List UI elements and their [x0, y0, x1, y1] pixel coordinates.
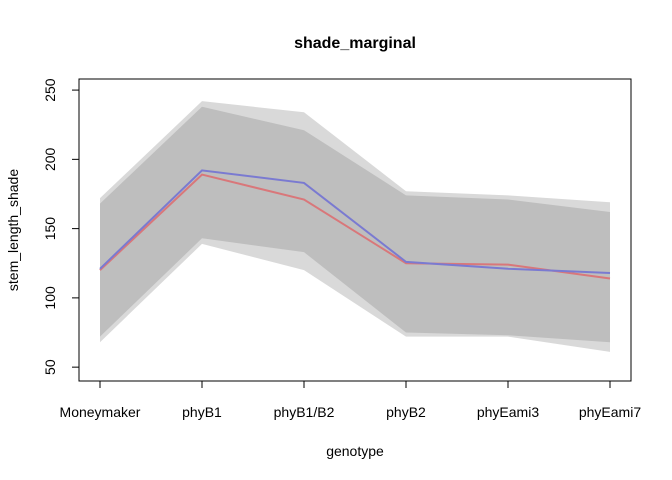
- band-1: [100, 106, 610, 343]
- y-tick-label: 150: [42, 217, 58, 241]
- confidence-bands: [100, 101, 610, 352]
- x-tick-label: phyEami7: [579, 404, 641, 420]
- x-tick-label: Moneymaker: [60, 404, 141, 420]
- x-tick-label: phyB1: [182, 404, 222, 420]
- x-tick-label: phyB1/B2: [274, 404, 335, 420]
- series-line-1: [99, 169, 611, 274]
- y-tick-label: 200: [42, 147, 58, 171]
- y-axis: 50 100 150 200 250: [42, 78, 80, 375]
- y-tick-label: 100: [42, 286, 58, 310]
- x-tick-label: phyEami3: [477, 404, 539, 420]
- x-tick-label: phyB2: [386, 404, 426, 420]
- y-tick-label: 50: [42, 359, 58, 375]
- y-tick-label: 250: [42, 78, 58, 102]
- series-line-0: [99, 173, 611, 280]
- y-axis-label: stem_length_shade: [5, 169, 21, 291]
- chart-title: shade_marginal: [294, 35, 416, 52]
- x-axis-label: genotype: [326, 443, 384, 459]
- series-lines: [99, 169, 611, 280]
- x-axis: Moneymaker phyB1 phyB1/B2 phyB2 phyEami3 phyE…: [60, 380, 641, 420]
